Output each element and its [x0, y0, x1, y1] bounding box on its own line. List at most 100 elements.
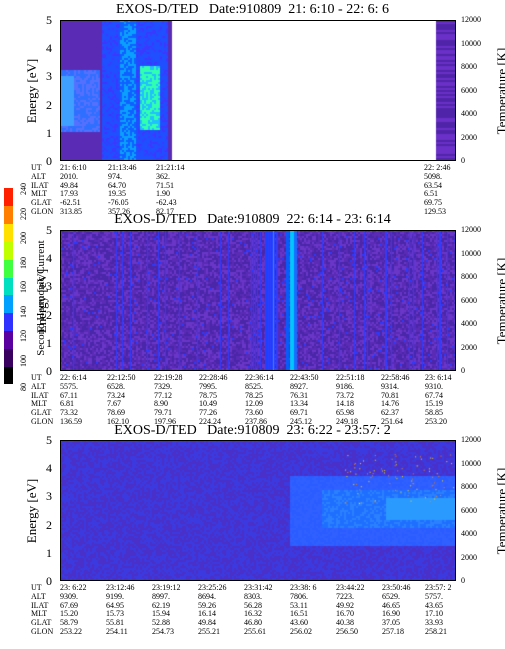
table-row-label: MLT	[31, 609, 48, 619]
y2-tick-label: 8000	[461, 62, 477, 71]
y2-tick-label: 12000	[461, 225, 481, 234]
table-cell: 67.69	[60, 600, 78, 610]
y2-axis-label: Temperature [K]	[494, 467, 505, 554]
table-cell: 69.75	[424, 198, 442, 208]
table-cell: 14.76	[381, 399, 399, 409]
colorbar-segment	[4, 294, 13, 314]
table-cell: 67.11	[60, 390, 78, 400]
table-cell: 256.02	[290, 627, 312, 636]
table-cell: 13.34	[290, 399, 308, 409]
table-row-label: ILAT	[31, 180, 49, 190]
table-cell: 23:57: 2	[425, 583, 452, 592]
y-tick-label: 4	[46, 251, 52, 266]
y2-tick-label: 10000	[461, 458, 481, 468]
table-row-label: UT	[31, 583, 42, 592]
table-cell: 23:38: 6	[290, 583, 317, 592]
table-cell: 5757.	[425, 591, 443, 601]
table-cell: 23:25:26	[198, 583, 227, 592]
table-row-label: ILAT	[31, 390, 49, 400]
y2-tick-label: 6000	[461, 505, 477, 515]
table-cell: 245.12	[290, 417, 312, 426]
table-cell: 5098.	[424, 171, 442, 181]
table-cell: 10.49	[199, 399, 217, 409]
table-cell: 7.67	[107, 399, 121, 409]
table-cell: 22: 2:46	[424, 163, 451, 172]
table-cell: 77.12	[154, 390, 172, 400]
table-row-label: MLT	[31, 399, 48, 409]
y2-tick-label: 8000	[461, 482, 477, 491]
colorbar-tick-label: 100	[19, 354, 28, 367]
table-row-label: GLAT	[31, 198, 52, 208]
colorbar-segment	[4, 259, 13, 278]
table-cell: 237.86	[245, 417, 267, 426]
y-tick-label: 3	[46, 69, 52, 84]
table-cell: 313.85	[60, 207, 82, 216]
table-cell: 78.69	[107, 408, 125, 418]
y2-axis-label: Temperature [K]	[494, 47, 505, 134]
y2-axis-label: Temperature [K]	[494, 257, 505, 344]
table-cell: 8.90	[154, 399, 168, 409]
table-row-label: GLON	[31, 417, 54, 426]
y-tick-label: 1	[46, 335, 52, 350]
table-cell: 67.74	[425, 390, 443, 400]
table-cell: 23:19:12	[152, 583, 181, 592]
table-cell: 17.93	[60, 189, 78, 199]
table-cell: 23:31:42	[244, 583, 273, 592]
table-cell: 33.93	[425, 618, 443, 628]
table-cell: 58.85	[425, 408, 443, 418]
y-tick-label: 0	[46, 154, 52, 168]
table-cell: 23:12:46	[106, 583, 135, 592]
y-tick-label: 0	[46, 574, 52, 588]
heatmap-plot	[60, 230, 456, 371]
colorbar-segment	[4, 188, 13, 207]
colorbar-segment	[4, 366, 13, 385]
plot-frame	[60, 440, 456, 581]
table-cell: 974.	[108, 171, 122, 181]
y-tick-label: 1	[46, 125, 52, 140]
table-row-label: GLAT	[31, 408, 52, 418]
table-cell: 253.22	[60, 627, 82, 636]
table-cell: 7995.	[199, 381, 217, 391]
table-cell: 78.25	[245, 390, 263, 400]
table-cell: 251.64	[381, 417, 403, 426]
heatmap-plot	[60, 440, 456, 581]
table-cell: 77.26	[199, 408, 217, 418]
table-cell: 70.81	[381, 390, 399, 400]
y-tick-label: 5	[46, 223, 52, 237]
table-cell: 7223.	[336, 591, 354, 601]
table-cell: 71.51	[156, 180, 174, 190]
table-cell: 357.26	[108, 207, 130, 216]
y2-tick-label: 6000	[461, 295, 477, 305]
table-cell: 197.96	[154, 417, 176, 426]
table-row-label: ILAT	[31, 600, 49, 610]
table-cell: 9310.	[425, 381, 443, 391]
colorbar-tick-label: 120	[19, 330, 28, 342]
panel-title: EXOS-D/TED Date:910809 21: 6:10 - 22: 6:…	[116, 2, 389, 17]
table-cell: 22:51:18	[336, 373, 365, 382]
colorbar-label: Second Harmonic Current	[35, 240, 47, 356]
colorbar-tick-label: 220	[19, 207, 28, 220]
colorbar-segment	[4, 205, 13, 225]
panel-title: EXOS-D/TED Date:910809 23: 6:22 - 23:57:…	[114, 423, 391, 438]
table-cell: 49.84	[60, 180, 78, 190]
table-cell: 15.94	[152, 609, 170, 619]
table-cell: 16.32	[244, 609, 262, 619]
table-cell: 254.73	[152, 627, 174, 636]
table-cell: 22:12:50	[107, 373, 136, 382]
table-row-label: ALT	[31, 591, 46, 601]
heatmap-canvas	[60, 440, 456, 581]
table-cell: 15.19	[425, 399, 443, 409]
table-cell: 21: 6:10	[60, 163, 87, 172]
table-cell: 7329.	[154, 381, 172, 391]
colorbar-segment	[4, 348, 13, 367]
table-cell: 8997.	[152, 591, 170, 601]
table-cell: 17.10	[425, 609, 443, 619]
table-cell: 78.75	[199, 390, 217, 400]
table-cell: 65.98	[336, 408, 354, 418]
colorbar-segment	[4, 241, 13, 260]
colorbar-tick-label: 180	[19, 256, 28, 269]
table-cell: 37.05	[382, 618, 400, 628]
table-cell: 6529.	[382, 591, 400, 601]
table-cell: 8525.	[245, 381, 263, 391]
table-cell: 362.	[156, 171, 170, 181]
